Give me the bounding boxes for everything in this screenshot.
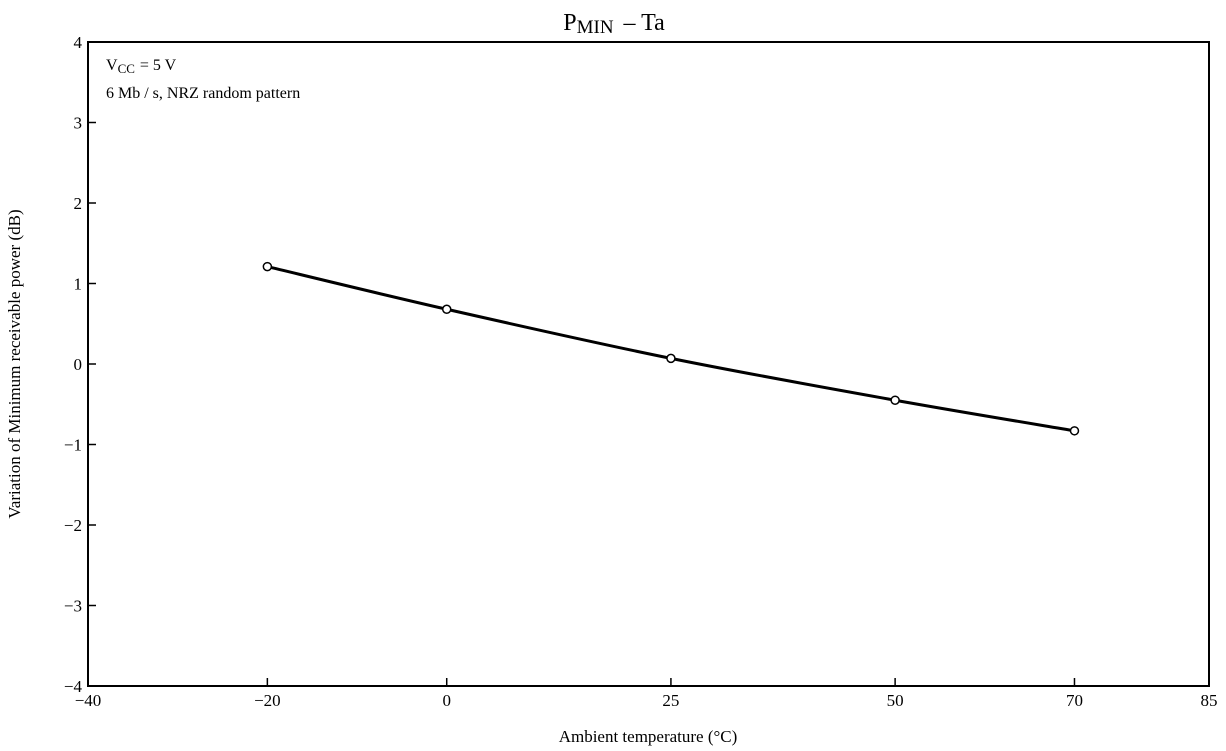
x-tick-label: −20 bbox=[254, 691, 281, 710]
y-tick-label: 4 bbox=[74, 33, 83, 52]
chart-title-rest: – Ta bbox=[623, 10, 666, 36]
annotation-line-1: VCC = 5 V bbox=[106, 57, 177, 76]
annotation-vcc-prefix: V bbox=[106, 57, 118, 74]
y-tick-label: 2 bbox=[74, 194, 83, 213]
data-point-marker bbox=[666, 353, 676, 364]
y-tick-label: 0 bbox=[74, 355, 83, 374]
data-point-marker bbox=[1069, 426, 1080, 436]
x-axis-title: Ambient temperature (°C) bbox=[559, 727, 738, 746]
data-point-marker bbox=[262, 261, 273, 272]
y-tick-label: 3 bbox=[74, 114, 83, 133]
x-tick-label: −40 bbox=[75, 691, 102, 710]
data-point-marker bbox=[441, 304, 452, 315]
y-tick-label: −2 bbox=[64, 516, 82, 535]
y-axis-title: Variation of Minimum receivable power (d… bbox=[5, 209, 24, 518]
chart-title: PMIN – Ta bbox=[563, 10, 665, 38]
x-tick-label: 0 bbox=[442, 691, 451, 710]
series-layer bbox=[262, 261, 1080, 436]
y-tick-label: −1 bbox=[64, 436, 82, 455]
annotation-line-2: 6 Mb / s, NRZ random pattern bbox=[106, 85, 300, 102]
x-tick-label: 50 bbox=[887, 691, 904, 710]
y-tick-label: −3 bbox=[64, 597, 82, 616]
chart-title-prefix: P bbox=[563, 10, 576, 36]
chart-title-subscript: MIN bbox=[577, 17, 614, 38]
annotation-vcc-subscript: CC bbox=[118, 61, 135, 76]
data-point-marker bbox=[890, 395, 900, 405]
y-tick-label: 1 bbox=[74, 275, 83, 294]
y-axis-ticks: −4 −3 −2 −1 0 1 2 3 4 bbox=[64, 33, 96, 696]
x-tick-label: 25 bbox=[662, 691, 679, 710]
x-axis-ticks: −40 −20 0 25 50 70 85 bbox=[75, 678, 1218, 710]
x-tick-label: 70 bbox=[1066, 691, 1083, 710]
y-tick-label: −4 bbox=[64, 677, 83, 696]
x-tick-label: 85 bbox=[1201, 691, 1218, 710]
plot-frame bbox=[87, 41, 1210, 687]
series-line bbox=[267, 265, 1075, 433]
annotation-vcc-value: = 5 V bbox=[140, 57, 177, 74]
